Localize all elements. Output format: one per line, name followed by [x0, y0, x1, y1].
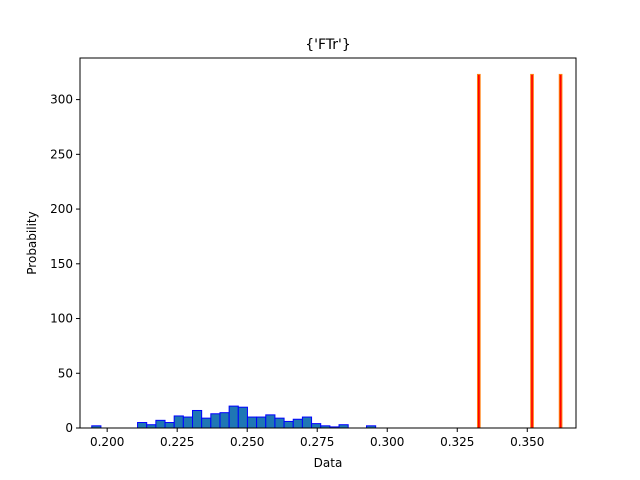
x-tick-label: 0.275 [300, 435, 334, 449]
chart-title: {'FTr'} [305, 37, 351, 53]
x-tick-label: 0.200 [90, 435, 124, 449]
highlight-bar [530, 73, 534, 429]
histogram-bar [173, 415, 184, 429]
histogram-bar [228, 405, 239, 429]
histogram-bar [210, 413, 221, 429]
y-tick-label: 250 [50, 147, 73, 161]
y-tick-label: 150 [50, 257, 73, 271]
x-tick-label: 0.325 [440, 435, 474, 449]
plot-frame [79, 57, 577, 429]
x-ticks: 0.200 0.225 0.250 0.275 0.300 0.325 0.350 [90, 428, 544, 449]
x-tick-label: 0.250 [230, 435, 264, 449]
y-axis-label: Probability [25, 211, 39, 274]
histogram-bar [301, 416, 313, 429]
histogram-bar [237, 406, 248, 429]
highlight-bar [558, 73, 563, 429]
histogram-bar [219, 412, 230, 429]
x-axis-label: Data [314, 456, 343, 470]
histogram-bar [274, 417, 285, 429]
y-tick-label: 200 [50, 202, 73, 216]
histogram-bar [311, 423, 322, 429]
x-tick-label: 0.225 [160, 435, 194, 449]
axes-layer [79, 57, 577, 429]
y-tick-label: 50 [58, 366, 73, 380]
histogram-bar [137, 422, 148, 429]
y-tick-label: 300 [50, 93, 73, 107]
y-ticks: 0 50 100 150 200 250 300 [50, 93, 80, 435]
histogram-bar [192, 409, 203, 429]
histogram-bar [292, 418, 303, 429]
histogram-bar [265, 414, 276, 429]
x-tick-label: 0.300 [370, 435, 404, 449]
y-tick-label: 0 [65, 421, 73, 435]
histogram-bar [155, 419, 166, 429]
histogram-bar [246, 416, 258, 429]
histogram-bar [201, 417, 212, 429]
histogram-bar [256, 416, 267, 429]
highlight-bar [476, 73, 481, 429]
y-tick-label: 100 [50, 312, 73, 326]
histogram-bar [164, 422, 175, 429]
x-tick-label: 0.350 [510, 435, 544, 449]
histogram-bar [182, 416, 194, 429]
histogram-bar [283, 420, 294, 429]
